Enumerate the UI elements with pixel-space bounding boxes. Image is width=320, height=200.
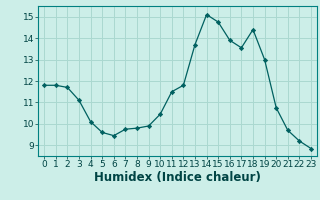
X-axis label: Humidex (Indice chaleur): Humidex (Indice chaleur) (94, 171, 261, 184)
